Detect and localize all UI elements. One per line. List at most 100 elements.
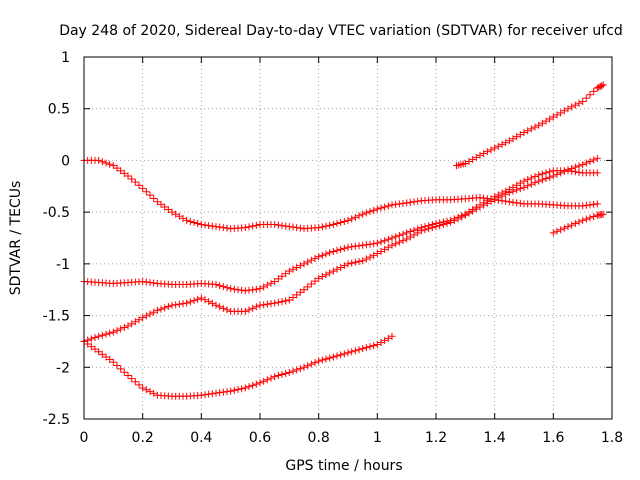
data-point: [428, 224, 436, 232]
data-point: [278, 272, 286, 280]
x-tick-label: 0: [80, 430, 89, 446]
data-point: [285, 296, 293, 304]
data-point: [223, 284, 231, 292]
data-point: [549, 229, 557, 237]
data-point: [599, 210, 607, 218]
data-point: [425, 225, 433, 233]
data-point: [234, 386, 242, 394]
data-point: [249, 304, 257, 312]
data-point: [487, 198, 495, 206]
y-tick-label: -2.5: [43, 412, 70, 428]
data-point: [586, 214, 594, 222]
data-point: [381, 245, 389, 253]
data-point: [113, 327, 121, 335]
data-point: [241, 307, 249, 315]
data-point: [571, 220, 579, 228]
data-point: [461, 160, 469, 168]
data-point: [183, 216, 191, 224]
data-point: [197, 221, 205, 229]
data-point: [373, 205, 381, 213]
data-point: [527, 174, 535, 182]
data-point: [322, 250, 330, 258]
data-point: [208, 390, 216, 398]
data-point: [238, 286, 246, 294]
data-point: [351, 213, 359, 221]
data-point: [293, 366, 301, 374]
data-point: [520, 129, 528, 137]
data-point: [245, 306, 253, 314]
data-point: [260, 301, 268, 309]
data-point: [377, 247, 385, 255]
data-point: [340, 244, 348, 252]
data-point: [106, 356, 114, 364]
data-point: [153, 198, 161, 206]
data-point: [520, 183, 528, 191]
data-point: [443, 220, 451, 228]
data-point: [190, 297, 198, 305]
data-point: [333, 246, 341, 254]
data-point: [351, 242, 359, 250]
data-point: [494, 142, 502, 150]
data-point: [311, 277, 319, 285]
data-point: [377, 238, 385, 246]
data-point: [560, 167, 568, 175]
data-point: [465, 209, 473, 217]
data-point: [469, 155, 477, 163]
data-point: [124, 322, 132, 330]
data-point: [395, 238, 403, 246]
data-point: [582, 94, 590, 102]
data-point: [183, 299, 191, 307]
data-point: [219, 224, 227, 232]
data-point: [95, 332, 103, 340]
data-point: [117, 325, 125, 333]
data-point: [326, 354, 334, 362]
data-point: [355, 258, 363, 266]
data-point: [238, 385, 246, 393]
data-point: [564, 166, 572, 174]
series-arc-2: [80, 167, 601, 295]
data-point: [406, 233, 414, 241]
data-point: [95, 156, 103, 164]
data-point: [216, 303, 224, 311]
data-point: [212, 223, 220, 231]
data-point: [282, 297, 290, 305]
data-point: [274, 298, 282, 306]
data-point: [436, 222, 444, 230]
data-point: [241, 287, 249, 295]
data-point: [252, 303, 260, 311]
data-point: [505, 137, 513, 145]
data-point: [590, 87, 598, 95]
data-point: [516, 199, 524, 207]
data-point: [549, 172, 557, 180]
data-point: [458, 213, 466, 221]
data-point: [120, 169, 128, 177]
data-point: [344, 216, 352, 224]
data-point: [579, 216, 587, 224]
data-point: [245, 223, 253, 231]
data-point: [340, 350, 348, 358]
data-point: [296, 288, 304, 296]
data-point: [194, 220, 202, 228]
data-point: [348, 348, 356, 356]
data-point: [274, 221, 282, 229]
data-point: [403, 229, 411, 237]
data-point: [399, 237, 407, 245]
x-tick-label: 0.2: [132, 430, 154, 446]
data-point: [219, 388, 227, 396]
data-point: [296, 262, 304, 270]
data-point: [476, 194, 484, 202]
data-point: [586, 201, 594, 209]
data-point: [282, 222, 290, 230]
data-point: [564, 105, 572, 113]
data-point: [439, 221, 447, 229]
data-point: [362, 255, 370, 263]
data-point: [201, 391, 209, 399]
data-point: [370, 251, 378, 259]
data-point: [582, 159, 590, 167]
data-point: [150, 308, 158, 316]
data-point: [106, 160, 114, 168]
data-point: [117, 365, 125, 373]
data-point: [315, 224, 323, 232]
data-point: [373, 341, 381, 349]
data-point: [538, 176, 546, 184]
